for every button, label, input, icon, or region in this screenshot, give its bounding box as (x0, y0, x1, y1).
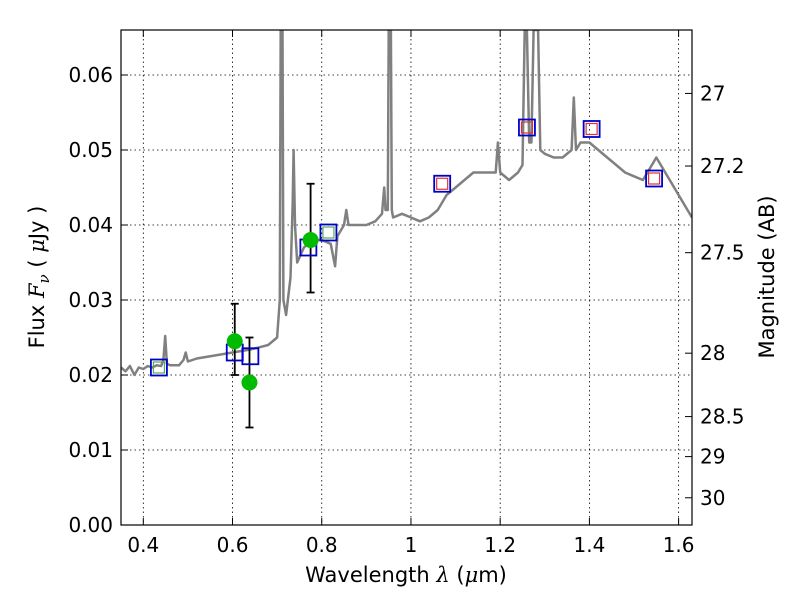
model-photometry-square (150, 358, 168, 377)
x-tick-label: 0.6 (217, 533, 249, 557)
y-tick-label: 0.02 (68, 363, 113, 387)
model-photometry-square (645, 169, 663, 188)
observed-point (241, 374, 258, 391)
y-tick-label: 0.00 (68, 513, 113, 537)
y-tick-label: 0.01 (68, 438, 113, 462)
x-tick-label: 1.4 (573, 533, 605, 557)
x-tick-label: 0.4 (127, 533, 159, 557)
x-tick-label: 1 (405, 533, 418, 557)
model-photometry-square (582, 120, 601, 138)
y-tick-label: 0.05 (68, 138, 113, 162)
y2-tick-label: 30 (700, 486, 725, 510)
y2-tick-label: 27.2 (700, 154, 745, 178)
model-photometry-square (518, 118, 536, 137)
y-tick-label: 0.04 (68, 213, 113, 237)
y2-tick-label: 27.5 (700, 241, 745, 265)
sed-model-line (121, 30, 692, 377)
model-photometry-square (241, 347, 260, 366)
y2-axis-label: Magnitude (AB) (755, 195, 779, 358)
grid-layer (121, 30, 692, 525)
y2-tick-label: 28 (700, 341, 725, 365)
observed-point (302, 232, 319, 248)
model-photometry-inner-square (436, 177, 449, 190)
tick-layer: 0.4 0.6 0.8 1 1.2 1.4 1.6 0.00 0.01 0.02 0.03 0.04 0… (68, 30, 745, 557)
plot-frame (120, 29, 693, 526)
model-photometry-inner-square (520, 121, 534, 134)
observed-point (226, 333, 243, 350)
errorbar-layer (230, 182, 315, 429)
sed-layer (121, 30, 692, 377)
model-photometry-inner-square (322, 226, 335, 239)
x-tick-label: 0.8 (306, 533, 338, 557)
y2-tick-label: 29 (700, 445, 725, 469)
y-tick-label: 0.06 (68, 63, 113, 87)
model-photometry-inner-square (647, 172, 661, 185)
x-tick-label: 1.2 (484, 533, 516, 557)
model-photometry-square (319, 223, 338, 242)
marker-layer (150, 118, 663, 391)
y-tick-label: 0.03 (68, 288, 113, 312)
y-axis-label: Flux Fν ( μJy ) (25, 206, 53, 349)
model-photometry-square (433, 174, 452, 193)
model-photometry-inner-square (585, 122, 598, 136)
x-axis-label: Wavelength λ (μm) (305, 563, 507, 587)
y2-tick-label: 27 (700, 81, 725, 105)
x-tick-label: 1.6 (663, 533, 695, 557)
y2-tick-label: 28.5 (700, 405, 745, 429)
model-photometry-inner-square (152, 361, 166, 374)
